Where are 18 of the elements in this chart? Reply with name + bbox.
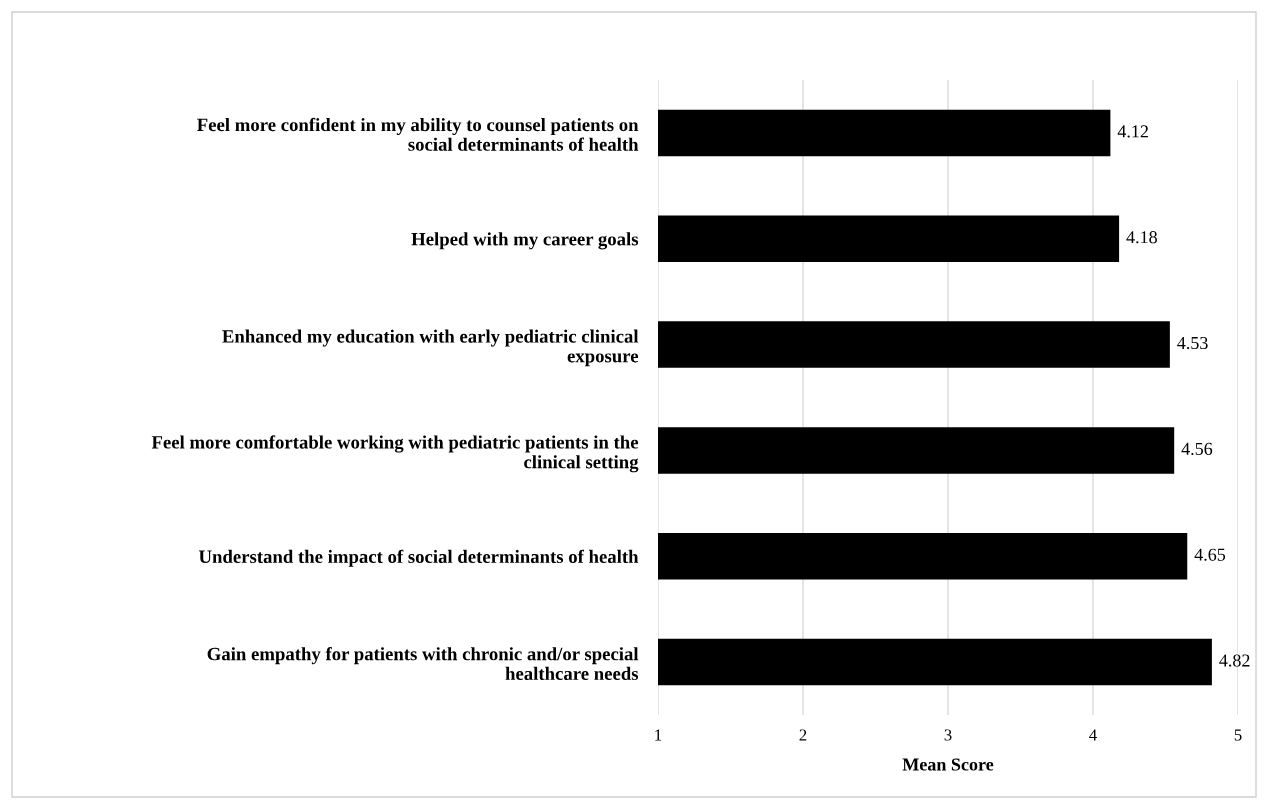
data-label: 4.18 <box>1126 231 1157 244</box>
data-label: 4.53 <box>1177 336 1208 350</box>
x-axis-title: Mean Score <box>902 758 994 771</box>
y-tick-label: Gain empathy for patients with chronic and/or special healthcare needs <box>207 646 639 680</box>
data-label: 4.82 <box>1219 654 1250 667</box>
data-label: 4.56 <box>1181 442 1213 456</box>
x-tick-label: 1 <box>655 729 662 741</box>
x-tick-label: 3 <box>944 729 952 741</box>
y-tick-label: Understand the impact of social determinants of health <box>198 549 639 567</box>
data-label: 4.65 <box>1194 548 1226 561</box>
x-tick-label: 5 <box>1234 729 1242 741</box>
y-tick-label: Helped with my career goals <box>411 232 639 250</box>
x-tick-label: 2 <box>799 729 807 741</box>
y-tick-label: Feel more comfortable working with pediatric patients in the clinical setting <box>151 435 639 473</box>
y-tick-label: Enhanced my education with early pediatric clinical exposure <box>222 329 639 367</box>
data-label: 4.12 <box>1117 125 1148 138</box>
y-tick-label: Feel more confident in my ability to counsel patients on social determinants of health <box>197 117 639 151</box>
x-tick-label: 4 <box>1089 729 1097 741</box>
